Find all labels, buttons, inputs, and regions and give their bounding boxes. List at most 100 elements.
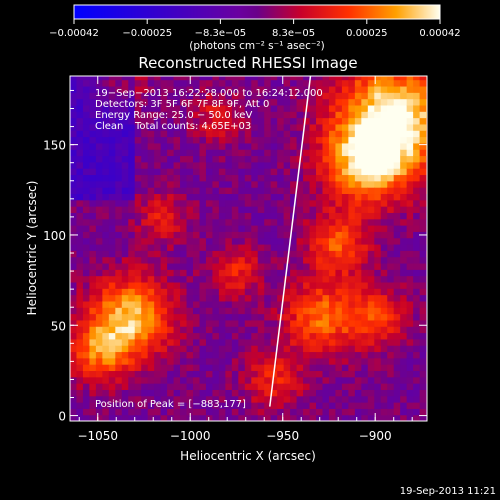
heatmap-cell	[180, 92, 188, 100]
heatmap-cell	[270, 414, 278, 421]
heatmap-cell	[283, 174, 291, 182]
heatmap-cell	[341, 338, 349, 346]
heatmap-cell	[374, 130, 382, 138]
heatmap-cell	[322, 389, 330, 397]
heatmap-cell	[244, 117, 252, 125]
heatmap-cell	[173, 281, 181, 289]
heatmap-cell	[387, 187, 395, 195]
heatmap-cell	[303, 395, 311, 403]
heatmap-cell	[121, 250, 129, 258]
heatmap-cell	[180, 218, 188, 226]
heatmap-cell	[160, 193, 168, 201]
heatmap-cell	[205, 104, 214, 112]
heatmap-cell	[387, 199, 395, 207]
heatmap-cell	[212, 319, 220, 327]
heatmap-cell	[121, 104, 129, 112]
heatmap-cell	[212, 288, 220, 296]
heatmap-cell	[309, 104, 317, 112]
heatmap-cell	[296, 250, 304, 258]
heatmap-cell	[108, 174, 116, 182]
heatmap-cell	[193, 206, 201, 213]
heatmap-cell	[367, 85, 375, 93]
heatmap-cell	[413, 256, 421, 264]
heatmap-cell	[251, 123, 259, 131]
heatmap-cell	[82, 383, 91, 390]
heatmap-cell	[251, 313, 259, 321]
heatmap-cell	[374, 206, 382, 213]
heatmap-cell	[76, 136, 84, 144]
heatmap-cell	[167, 155, 175, 163]
heatmap-cell	[134, 294, 142, 302]
heatmap-cell	[244, 275, 252, 283]
heatmap-cell	[264, 269, 272, 277]
heatmap-cell	[335, 395, 343, 403]
heatmap-cell	[335, 111, 343, 119]
heatmap-cell	[147, 414, 155, 421]
heatmap-cell	[387, 193, 395, 201]
heatmap-cell	[374, 136, 382, 144]
heatmap-cell	[380, 123, 388, 131]
heatmap-cell	[244, 187, 252, 195]
heatmap-cell	[160, 288, 168, 296]
heatmap-cell	[303, 294, 311, 302]
heatmap-cell	[270, 168, 278, 176]
heatmap-cell	[244, 402, 252, 409]
heatmap-cell	[296, 85, 304, 93]
heatmap-cell	[147, 275, 155, 283]
heatmap-cell	[348, 174, 356, 182]
heatmap-cell	[193, 250, 201, 258]
heatmap-cell	[89, 275, 97, 283]
heatmap-cell	[277, 168, 285, 176]
heatmap-cell	[199, 136, 207, 144]
heatmap-cell	[264, 402, 272, 409]
heatmap-cell	[218, 402, 226, 409]
heatmap-cell	[167, 231, 175, 239]
heatmap-cell	[283, 98, 291, 106]
heatmap-cell	[335, 370, 343, 378]
heatmap-cell	[160, 168, 168, 176]
heatmap-cell	[205, 117, 214, 125]
heatmap-cell	[328, 79, 337, 87]
heatmap-cell	[212, 351, 220, 359]
heatmap-cell	[205, 313, 214, 321]
heatmap-cell	[95, 130, 103, 138]
heatmap-cell	[180, 414, 188, 421]
heatmap-cell	[95, 149, 103, 157]
heatmap-cell	[283, 212, 291, 220]
heatmap-cell	[154, 130, 162, 138]
heatmap-cell	[89, 225, 97, 232]
heatmap-cell	[277, 161, 285, 169]
heatmap-cell	[316, 206, 324, 213]
heatmap-cell	[102, 376, 110, 384]
heatmap-cell	[413, 332, 421, 340]
heatmap-cell	[387, 402, 395, 409]
heatmap-cell	[413, 85, 421, 93]
heatmap-cell	[82, 395, 91, 403]
heatmap-cell	[341, 237, 349, 245]
heatmap-cell	[134, 376, 142, 384]
heatmap-cell	[199, 111, 207, 119]
heatmap-cell	[296, 376, 304, 384]
heatmap-cell	[167, 332, 175, 340]
heatmap-cell	[134, 313, 142, 321]
heatmap-cell	[400, 92, 408, 100]
heatmap-cell	[257, 370, 265, 378]
heatmap-cell	[225, 79, 233, 87]
heatmap-cell	[419, 79, 427, 87]
heatmap-cell	[277, 193, 285, 201]
heatmap-cell	[354, 395, 362, 403]
heatmap-cell	[147, 130, 155, 138]
heatmap-cell	[89, 206, 97, 213]
heatmap-cell	[257, 76, 265, 81]
heatmap-cell	[270, 193, 278, 201]
heatmap-cell	[348, 149, 356, 157]
heatmap-cell	[231, 142, 239, 150]
heatmap-cell	[309, 237, 317, 245]
heatmap-cell	[400, 206, 408, 213]
heatmap-cell	[147, 149, 155, 157]
heatmap-cell	[186, 155, 194, 163]
heatmap-cell	[257, 161, 265, 169]
heatmap-cell	[328, 117, 337, 125]
heatmap-cell	[354, 174, 362, 182]
heatmap-cell	[212, 389, 220, 397]
